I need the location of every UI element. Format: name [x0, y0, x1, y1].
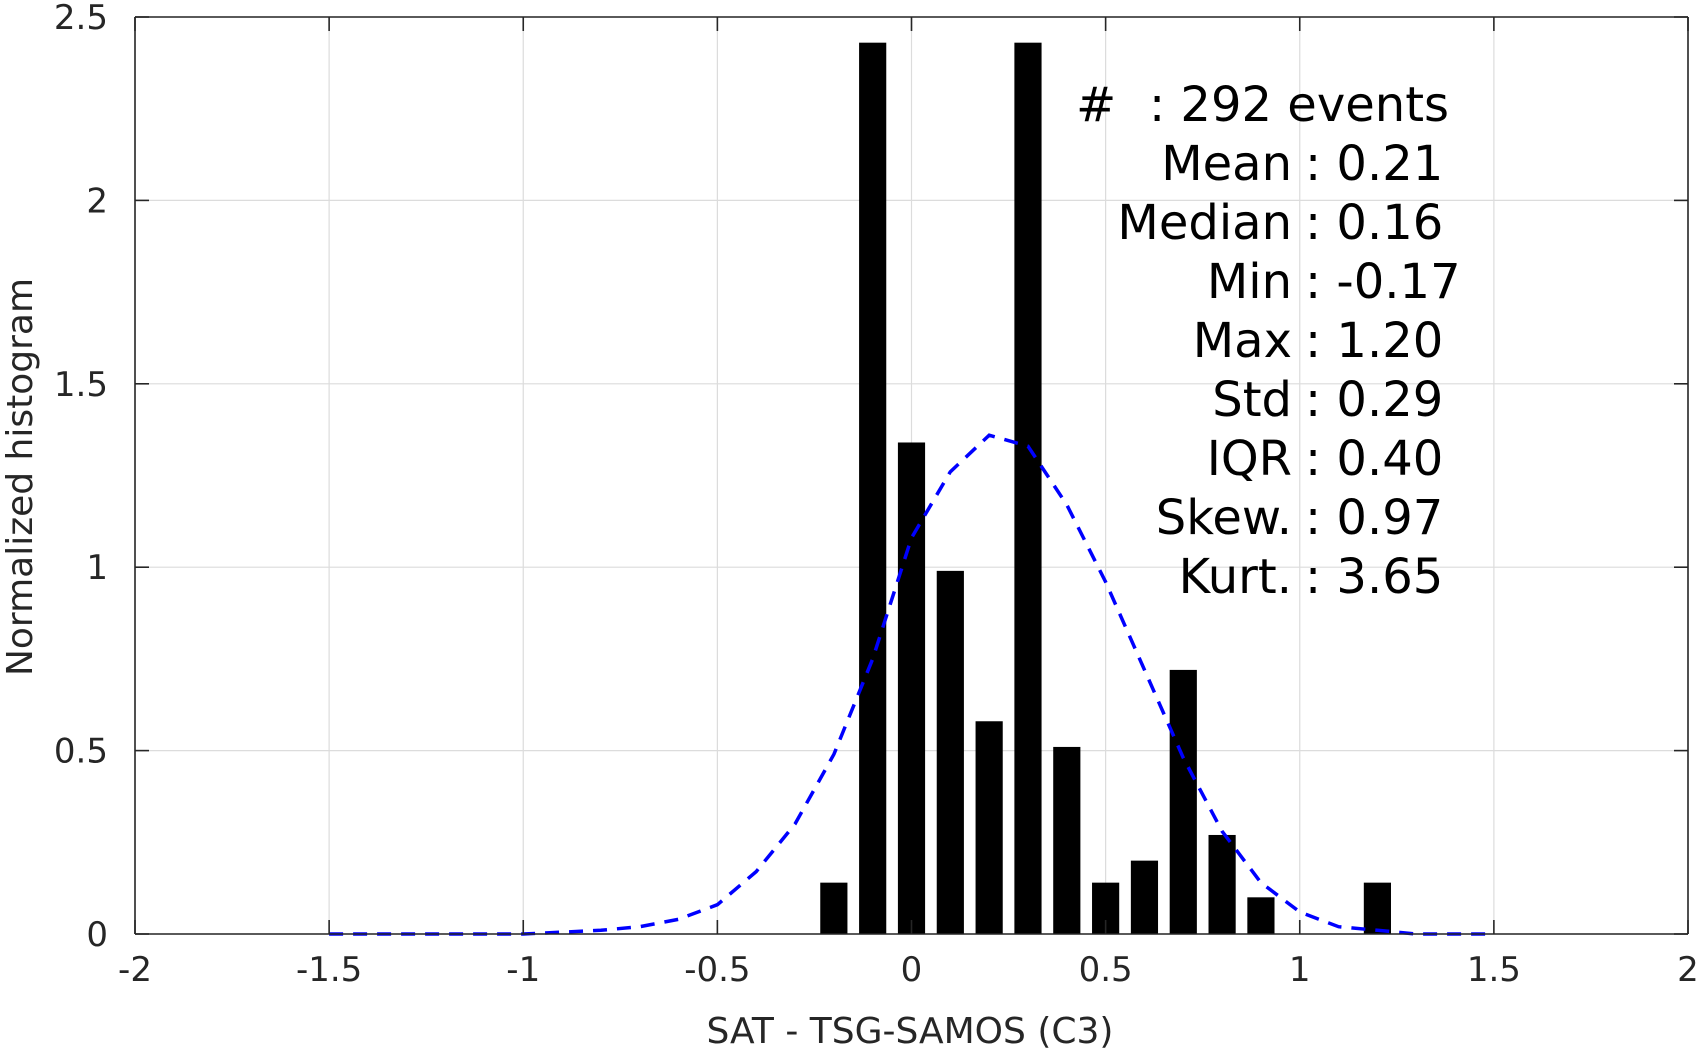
x-tick-label: 1 — [1289, 950, 1311, 990]
histogram-bar — [975, 721, 1003, 934]
histogram-bar — [1208, 834, 1236, 934]
histogram-bar — [1130, 860, 1159, 934]
stat-value: : 3.65 — [1305, 549, 1443, 605]
stat-value: : 0.40 — [1305, 431, 1443, 487]
histogram-bars — [820, 42, 1391, 934]
x-axis-tick-labels: -2 -1.5 -1 -0.5 0 0.5 1 1.5 2 — [118, 950, 1699, 990]
x-tick-label: -2 — [118, 950, 152, 990]
stat-value: : 0.29 — [1305, 372, 1443, 428]
stat-label: Skew. — [1156, 490, 1292, 546]
histogram-bar — [1014, 42, 1042, 934]
histogram-bar — [1053, 746, 1081, 934]
x-tick-label: 2 — [1677, 950, 1699, 990]
stat-label: Median — [1117, 195, 1292, 251]
x-tick-label: 1.5 — [1467, 950, 1521, 990]
y-tick-label: 2.5 — [54, 0, 108, 38]
y-tick-label: 0 — [86, 915, 108, 955]
y-axis-label: Normalized histogram — [0, 278, 41, 676]
x-tick-label: -1 — [506, 950, 540, 990]
stat-value: : 0.21 — [1305, 136, 1443, 192]
x-tick-label: 0 — [901, 950, 923, 990]
stat-label: Max — [1193, 313, 1292, 369]
y-tick-label: 1.5 — [54, 365, 108, 405]
y-tick-label: 2 — [86, 181, 108, 221]
x-tick-label: -1.5 — [296, 950, 362, 990]
histogram-bar — [897, 442, 926, 934]
y-axis-tick-labels: 0 0.5 1 1.5 2 2.5 — [54, 0, 108, 955]
histogram-bar — [820, 882, 848, 934]
stat-value: : -0.17 — [1305, 254, 1461, 310]
stat-count-value: : 292 events — [1149, 77, 1449, 133]
x-tick-label: -0.5 — [684, 950, 750, 990]
y-tick-label: 1 — [86, 548, 108, 588]
stat-label: Std — [1212, 372, 1292, 428]
stat-label: Mean — [1161, 136, 1292, 192]
stat-label: Min — [1207, 254, 1292, 310]
histogram-bar — [859, 42, 887, 934]
axes — [134, 16, 1689, 935]
histogram-bar — [1363, 882, 1391, 934]
stat-value: : 0.97 — [1305, 490, 1443, 546]
x-tick-label: 0.5 — [1079, 950, 1133, 990]
stat-label: IQR — [1207, 431, 1292, 487]
y-tick-label: 0.5 — [54, 732, 108, 772]
stat-label: Kurt. — [1179, 549, 1292, 605]
histogram-bar — [936, 570, 964, 934]
stat-value: : 1.20 — [1305, 313, 1443, 369]
x-axis-label: SAT - TSG-SAMOS (C3) — [707, 1011, 1114, 1052]
stat-count-label: # — [1076, 77, 1147, 133]
fit-curve-series — [329, 433, 1494, 936]
histogram-bar — [1169, 669, 1197, 934]
histogram-bar — [1247, 897, 1275, 934]
stat-value: : 0.16 — [1305, 195, 1443, 251]
